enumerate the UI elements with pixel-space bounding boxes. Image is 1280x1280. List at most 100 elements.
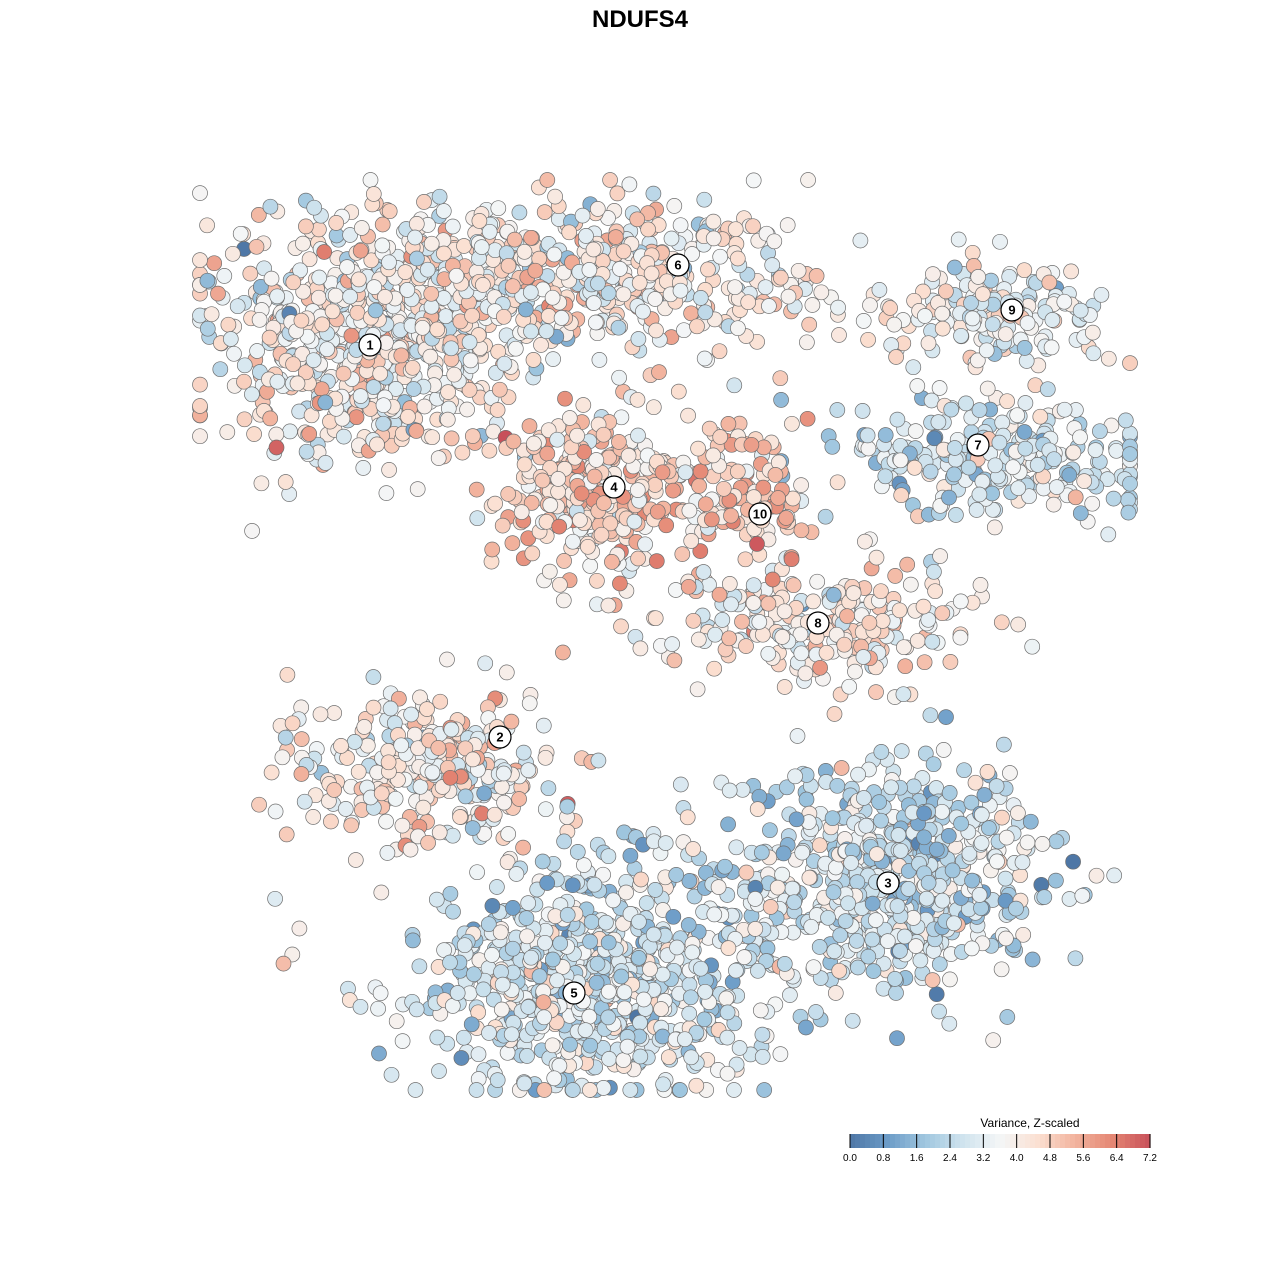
data-point bbox=[236, 357, 253, 374]
data-point bbox=[705, 230, 722, 247]
data-point bbox=[859, 427, 876, 444]
data-point bbox=[1017, 440, 1034, 457]
data-point bbox=[490, 200, 507, 217]
data-point bbox=[941, 489, 957, 506]
data-point bbox=[268, 439, 285, 456]
data-point bbox=[500, 257, 517, 274]
data-point bbox=[289, 375, 306, 392]
data-point bbox=[192, 252, 208, 268]
data-point bbox=[798, 791, 815, 808]
data-point bbox=[651, 364, 667, 380]
data-point bbox=[669, 939, 685, 956]
data-point bbox=[1036, 889, 1053, 905]
data-point bbox=[541, 563, 558, 580]
data-point bbox=[801, 316, 818, 333]
data-point bbox=[928, 841, 945, 858]
data-point bbox=[440, 384, 456, 400]
data-point bbox=[905, 359, 922, 376]
data-point bbox=[729, 463, 746, 480]
data-point bbox=[342, 288, 358, 305]
data-point bbox=[422, 348, 439, 365]
data-point bbox=[813, 284, 830, 301]
data-point bbox=[311, 221, 327, 238]
data-point bbox=[1117, 412, 1134, 429]
data-point bbox=[1076, 473, 1093, 489]
data-point bbox=[619, 1038, 636, 1055]
data-point bbox=[285, 274, 302, 291]
data-point bbox=[847, 663, 863, 680]
data-point bbox=[1046, 451, 1062, 468]
data-point bbox=[598, 914, 614, 931]
data-point bbox=[798, 1019, 814, 1036]
data-point bbox=[754, 1048, 771, 1065]
data-point bbox=[968, 502, 985, 518]
data-point bbox=[764, 257, 781, 273]
colorbar-legend: Variance, Z-scaled 0.0 0.8 1.6 2.4 3.2 4.0 4.8… bbox=[843, 1116, 1157, 1164]
data-point bbox=[291, 920, 308, 937]
data-point bbox=[430, 450, 447, 466]
data-point bbox=[561, 410, 578, 426]
data-point bbox=[466, 966, 482, 983]
data-point bbox=[618, 884, 634, 901]
data-point bbox=[316, 244, 333, 260]
data-point bbox=[896, 928, 913, 945]
data-point bbox=[1085, 345, 1102, 362]
data-point bbox=[738, 638, 754, 654]
data-point bbox=[590, 275, 606, 292]
data-point bbox=[964, 244, 981, 261]
data-point bbox=[1067, 489, 1084, 506]
data-point bbox=[616, 1000, 633, 1017]
data-point bbox=[956, 762, 972, 779]
data-point bbox=[1005, 459, 1021, 476]
data-point bbox=[934, 605, 951, 622]
data-point bbox=[582, 933, 598, 950]
data-point bbox=[632, 640, 649, 657]
data-point bbox=[632, 1048, 649, 1065]
data-point bbox=[600, 934, 617, 951]
data-point bbox=[410, 740, 426, 757]
colorbar-segment bbox=[1095, 1134, 1101, 1148]
data-point bbox=[826, 943, 843, 960]
data-point bbox=[295, 235, 311, 252]
data-point bbox=[825, 587, 842, 603]
data-point bbox=[719, 1004, 736, 1021]
data-point bbox=[455, 1029, 472, 1046]
data-point bbox=[918, 890, 935, 907]
data-point bbox=[565, 533, 581, 550]
data-point bbox=[613, 618, 629, 635]
data-point bbox=[449, 985, 466, 1001]
data-point bbox=[224, 245, 241, 262]
data-point bbox=[343, 817, 360, 834]
data-point bbox=[192, 185, 208, 201]
data-point bbox=[849, 874, 866, 890]
data-point bbox=[604, 554, 620, 570]
data-point bbox=[706, 660, 723, 677]
data-point bbox=[991, 434, 1008, 451]
legend-title: Variance, Z-scaled bbox=[980, 1116, 1079, 1130]
data-point bbox=[348, 409, 365, 426]
data-point bbox=[920, 611, 937, 628]
data-point bbox=[920, 335, 937, 352]
data-point bbox=[544, 289, 561, 306]
data-point bbox=[284, 715, 301, 732]
data-point bbox=[697, 983, 713, 1000]
data-point bbox=[635, 991, 652, 1008]
data-point bbox=[1048, 872, 1064, 889]
data-point bbox=[681, 873, 698, 889]
data-point bbox=[685, 612, 702, 629]
data-point bbox=[520, 762, 537, 779]
data-point bbox=[961, 845, 978, 862]
colorbar-segment bbox=[1130, 1134, 1136, 1148]
data-point bbox=[653, 1001, 669, 1017]
data-point bbox=[684, 944, 701, 961]
data-point bbox=[672, 217, 689, 234]
data-point bbox=[381, 254, 397, 271]
data-point bbox=[663, 230, 680, 247]
data-point bbox=[938, 283, 954, 300]
data-point bbox=[762, 822, 778, 839]
data-point bbox=[248, 238, 265, 255]
data-point bbox=[857, 533, 873, 550]
data-point bbox=[534, 853, 551, 870]
data-point bbox=[1108, 442, 1125, 459]
data-point bbox=[527, 262, 544, 279]
